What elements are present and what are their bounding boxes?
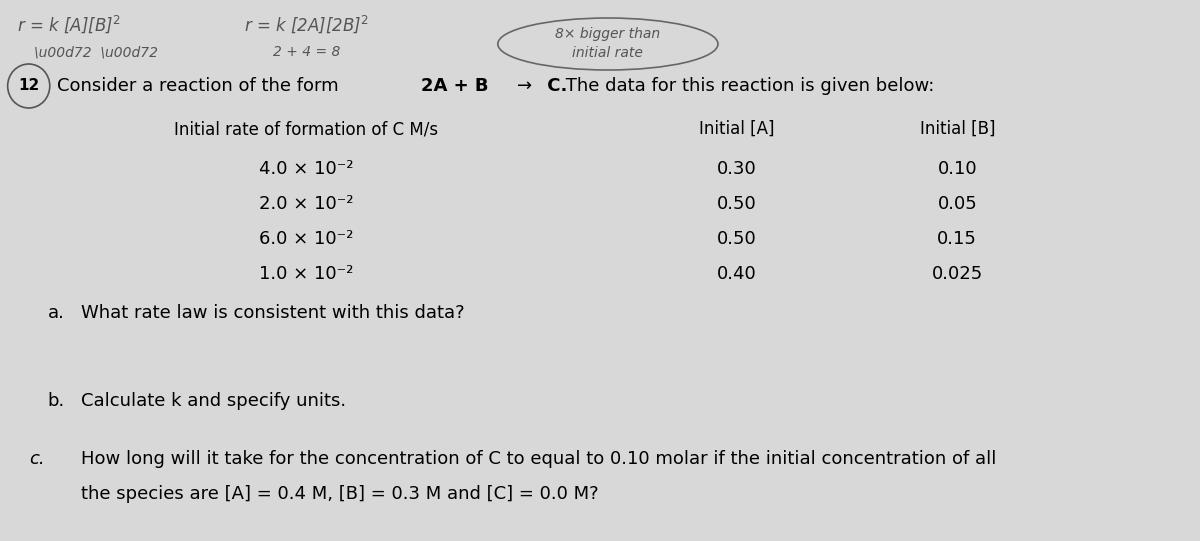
- Text: 8× bigger than: 8× bigger than: [556, 27, 660, 41]
- Text: c.: c.: [29, 450, 44, 468]
- Text: What rate law is consistent with this data?: What rate law is consistent with this da…: [82, 304, 464, 322]
- Text: 4.0 × 10⁻²: 4.0 × 10⁻²: [259, 160, 354, 178]
- Text: 0.50: 0.50: [718, 195, 757, 213]
- Text: →: →: [517, 77, 532, 95]
- Text: 0.025: 0.025: [931, 265, 983, 283]
- Text: 2A + B: 2A + B: [421, 77, 488, 95]
- Text: initial rate: initial rate: [572, 46, 643, 60]
- Text: The data for this reaction is given below:: The data for this reaction is given belo…: [560, 77, 935, 95]
- Text: 12: 12: [18, 78, 40, 94]
- Text: Initial [A]: Initial [A]: [700, 120, 775, 138]
- Text: C.: C.: [541, 77, 568, 95]
- Text: 0.30: 0.30: [718, 160, 757, 178]
- Text: 0.10: 0.10: [937, 160, 977, 178]
- Text: 2.0 × 10⁻²: 2.0 × 10⁻²: [259, 195, 354, 213]
- Text: Calculate k and specify units.: Calculate k and specify units.: [82, 392, 347, 410]
- Text: 0.05: 0.05: [937, 195, 977, 213]
- Text: r = k [A][B]$^2$: r = k [A][B]$^2$: [17, 14, 121, 35]
- Text: 6.0 × 10⁻²: 6.0 × 10⁻²: [259, 230, 354, 248]
- Text: 1.0 × 10⁻²: 1.0 × 10⁻²: [259, 265, 354, 283]
- Text: 0.40: 0.40: [718, 265, 757, 283]
- Text: a.: a.: [48, 304, 65, 322]
- Text: \u00d72  \u00d72: \u00d72 \u00d72: [34, 45, 157, 59]
- Text: 0.15: 0.15: [937, 230, 977, 248]
- Text: Initial rate of formation of C M/s: Initial rate of formation of C M/s: [174, 120, 438, 138]
- Text: r = k [2A][2B]$^2$: r = k [2A][2B]$^2$: [244, 14, 368, 35]
- Text: Consider a reaction of the form: Consider a reaction of the form: [58, 77, 344, 95]
- Text: the species are [A] = 0.4 M, [B] = 0.3 M and [C] = 0.0 M?: the species are [A] = 0.4 M, [B] = 0.3 M…: [82, 485, 599, 503]
- Text: Initial [B]: Initial [B]: [919, 120, 995, 138]
- Text: 2 + 4 = 8: 2 + 4 = 8: [272, 45, 341, 59]
- Text: How long will it take for the concentration of C to equal to 0.10 molar if the i: How long will it take for the concentrat…: [82, 450, 997, 468]
- Text: 0.50: 0.50: [718, 230, 757, 248]
- Text: b.: b.: [48, 392, 65, 410]
